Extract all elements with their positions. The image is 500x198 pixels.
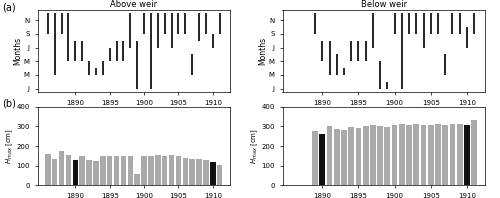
Bar (169, 155, 174, 185)
Bar (190, 159, 195, 185)
Bar (72, 160, 78, 185)
Bar (86, 160, 92, 185)
Bar (66, 155, 71, 185)
Bar (442, 125, 448, 185)
Bar (176, 156, 181, 185)
Bar (155, 155, 160, 185)
Bar (464, 125, 470, 185)
Bar (203, 160, 208, 185)
Bar (435, 124, 441, 185)
Bar (182, 158, 188, 185)
Bar (100, 156, 105, 185)
Y-axis label: Months: Months (14, 37, 22, 65)
Bar (356, 129, 362, 185)
Bar (428, 126, 434, 185)
Bar (399, 124, 404, 185)
Title: Below weir: Below weir (360, 0, 407, 9)
Text: (a): (a) (2, 3, 16, 13)
Bar (93, 161, 98, 185)
Bar (348, 128, 354, 185)
Bar (320, 134, 325, 185)
Bar (406, 125, 412, 185)
Bar (363, 127, 368, 185)
Bar (142, 156, 147, 185)
Bar (312, 131, 318, 185)
Bar (420, 125, 426, 185)
Bar (80, 156, 85, 185)
Bar (334, 129, 340, 185)
Bar (377, 127, 383, 185)
Bar (457, 124, 462, 185)
Bar (217, 165, 222, 185)
Bar (392, 126, 398, 185)
Bar (370, 126, 376, 185)
Text: (b): (b) (2, 98, 16, 108)
Bar (128, 156, 133, 185)
Bar (148, 156, 154, 185)
Bar (162, 156, 168, 185)
Y-axis label: Months: Months (258, 37, 268, 65)
Bar (52, 159, 58, 185)
Bar (450, 124, 456, 185)
Bar (196, 159, 202, 185)
Bar (326, 127, 332, 185)
Bar (210, 162, 216, 185)
Bar (114, 156, 119, 185)
Bar (341, 130, 347, 185)
Bar (134, 174, 140, 185)
Title: Above weir: Above weir (110, 0, 158, 9)
Bar (45, 154, 51, 185)
Y-axis label: $H_{max}$ [cm]: $H_{max}$ [cm] (4, 128, 15, 164)
Bar (472, 120, 477, 185)
Y-axis label: $H_{max}$ [cm]: $H_{max}$ [cm] (250, 128, 260, 164)
Bar (384, 128, 390, 185)
Bar (59, 151, 64, 185)
Bar (107, 156, 112, 185)
Bar (120, 156, 126, 185)
Bar (414, 124, 419, 185)
